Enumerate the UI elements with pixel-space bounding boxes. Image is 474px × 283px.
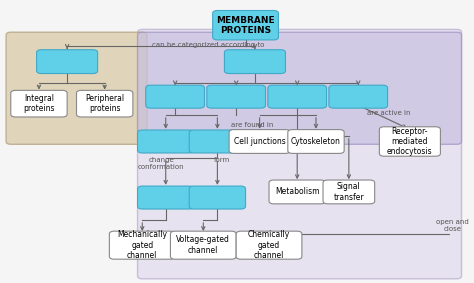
- FancyBboxPatch shape: [6, 32, 147, 144]
- FancyBboxPatch shape: [11, 90, 67, 117]
- FancyBboxPatch shape: [213, 10, 278, 40]
- FancyBboxPatch shape: [109, 231, 175, 259]
- Text: Peripheral
proteins: Peripheral proteins: [85, 94, 124, 113]
- Text: open and
close: open and close: [436, 219, 468, 232]
- FancyBboxPatch shape: [171, 231, 236, 259]
- Text: Signal
transfer: Signal transfer: [334, 182, 364, 202]
- FancyBboxPatch shape: [189, 130, 246, 153]
- Text: Mechanically
gated
channel: Mechanically gated channel: [117, 230, 167, 260]
- Text: are active in: are active in: [367, 110, 410, 117]
- Text: Receptor-
mediated
endocytosis: Receptor- mediated endocytosis: [387, 127, 433, 156]
- Text: can be categorized according to: can be categorized according to: [152, 42, 264, 48]
- FancyBboxPatch shape: [224, 50, 285, 74]
- Text: MEMBRANE
PROTEINS: MEMBRANE PROTEINS: [216, 16, 275, 35]
- FancyBboxPatch shape: [137, 130, 194, 153]
- Text: form: form: [214, 157, 230, 163]
- FancyBboxPatch shape: [268, 85, 327, 108]
- Text: Cytoskeleton: Cytoskeleton: [291, 137, 341, 146]
- FancyBboxPatch shape: [36, 50, 98, 74]
- FancyBboxPatch shape: [207, 85, 265, 108]
- Text: are found in: are found in: [231, 122, 274, 128]
- FancyBboxPatch shape: [137, 186, 194, 209]
- FancyBboxPatch shape: [146, 85, 204, 108]
- Text: are active in: are active in: [285, 147, 328, 153]
- FancyBboxPatch shape: [137, 32, 462, 144]
- FancyBboxPatch shape: [379, 127, 440, 156]
- Text: activate →: activate →: [289, 94, 325, 100]
- FancyBboxPatch shape: [288, 130, 344, 153]
- Text: Integral
proteins: Integral proteins: [23, 94, 55, 113]
- Text: Metabolism: Metabolism: [275, 187, 319, 196]
- FancyBboxPatch shape: [236, 231, 302, 259]
- Text: Cell junctions: Cell junctions: [234, 137, 285, 146]
- FancyBboxPatch shape: [329, 85, 388, 108]
- Text: Chemically
gated
channel: Chemically gated channel: [248, 230, 290, 260]
- FancyBboxPatch shape: [76, 90, 133, 117]
- FancyBboxPatch shape: [229, 130, 290, 153]
- Text: Voltage-gated
channel: Voltage-gated channel: [176, 235, 230, 255]
- FancyBboxPatch shape: [189, 186, 246, 209]
- Text: change
conformation: change conformation: [138, 157, 184, 170]
- FancyBboxPatch shape: [137, 29, 462, 279]
- FancyBboxPatch shape: [323, 180, 374, 204]
- FancyBboxPatch shape: [269, 180, 325, 204]
